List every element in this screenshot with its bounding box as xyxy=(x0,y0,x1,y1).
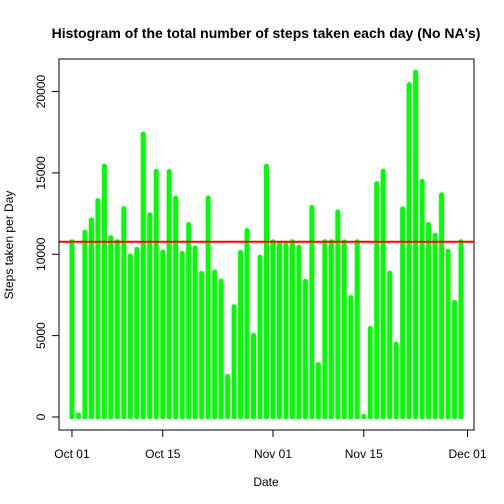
x-tick-label: Nov 01 xyxy=(254,447,292,461)
x-axis-label: Date xyxy=(253,475,279,489)
x-axis: Oct 01 Oct 15 Nov 01 Nov 15 Dec 01 xyxy=(54,429,487,461)
y-tick-label: 20000 xyxy=(34,75,48,109)
x-tick-label: Dec 01 xyxy=(449,447,487,461)
x-tick-label: Oct 15 xyxy=(145,447,181,461)
x-tick-label: Nov 15 xyxy=(345,447,383,461)
y-tick-label: 10000 xyxy=(34,237,48,271)
y-axis: 0 5000 10000 15000 20000 xyxy=(34,75,60,420)
x-tick-label: Oct 01 xyxy=(54,447,90,461)
chart-title: Histogram of the total number of steps t… xyxy=(52,25,481,41)
y-tick-label: 15000 xyxy=(34,156,48,190)
y-tick-label: 5000 xyxy=(34,322,48,349)
y-axis-label: Steps taken per Day xyxy=(2,191,16,300)
bars-group xyxy=(69,69,464,420)
y-tick-label: 0 xyxy=(34,413,48,420)
